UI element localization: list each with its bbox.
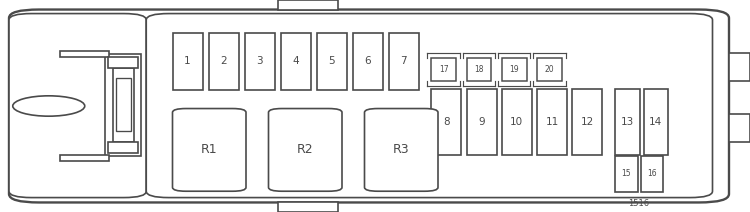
Bar (466, 89, 496, 155)
Text: 6: 6 (364, 56, 370, 67)
Text: 18: 18 (474, 65, 484, 74)
Text: 10: 10 (510, 117, 524, 127)
Bar (431, 89, 461, 155)
Text: R2: R2 (297, 143, 314, 156)
Bar (108, 142, 138, 153)
Text: 4: 4 (292, 56, 298, 67)
Bar (502, 58, 526, 81)
Bar (316, 33, 346, 90)
Text: 5: 5 (328, 56, 334, 67)
Bar (280, 33, 310, 90)
Text: 9: 9 (478, 117, 484, 127)
Bar (572, 89, 602, 155)
Bar (388, 33, 418, 90)
Text: 17: 17 (439, 65, 448, 74)
Text: 11: 11 (545, 117, 559, 127)
Bar (108, 57, 138, 68)
Bar (537, 58, 562, 81)
Bar (431, 58, 456, 81)
FancyBboxPatch shape (172, 109, 246, 191)
Text: 15: 15 (622, 169, 631, 178)
Bar (615, 156, 638, 192)
Text: 7: 7 (400, 56, 406, 67)
Bar (105, 54, 141, 156)
FancyBboxPatch shape (146, 14, 712, 198)
FancyBboxPatch shape (268, 109, 342, 191)
Bar (644, 89, 668, 155)
Text: R3: R3 (393, 143, 410, 156)
Bar (278, 202, 338, 212)
Text: 3: 3 (256, 56, 262, 67)
Bar (60, 51, 109, 57)
Bar (172, 33, 202, 90)
Bar (729, 114, 750, 142)
Text: 19: 19 (509, 65, 519, 74)
Bar (112, 68, 134, 142)
Bar (615, 89, 640, 155)
FancyBboxPatch shape (9, 10, 729, 202)
FancyBboxPatch shape (364, 109, 438, 191)
Bar (278, 0, 338, 10)
FancyBboxPatch shape (9, 14, 146, 198)
Text: 16: 16 (647, 169, 656, 178)
Text: 14: 14 (650, 117, 662, 127)
Bar (466, 58, 491, 81)
Text: 2: 2 (220, 56, 226, 67)
Text: R1: R1 (201, 143, 217, 156)
Bar (209, 33, 238, 90)
Bar (244, 33, 274, 90)
Text: 8: 8 (443, 117, 449, 127)
Text: 1: 1 (184, 56, 190, 67)
Text: 13: 13 (621, 117, 634, 127)
Text: 20: 20 (544, 65, 554, 74)
Bar (502, 89, 532, 155)
Bar (640, 156, 663, 192)
Bar (537, 89, 567, 155)
Bar (116, 78, 130, 131)
Bar (60, 155, 109, 161)
Text: 1516: 1516 (628, 199, 650, 208)
Bar (352, 33, 382, 90)
Bar (729, 53, 750, 81)
Text: 12: 12 (580, 117, 594, 127)
